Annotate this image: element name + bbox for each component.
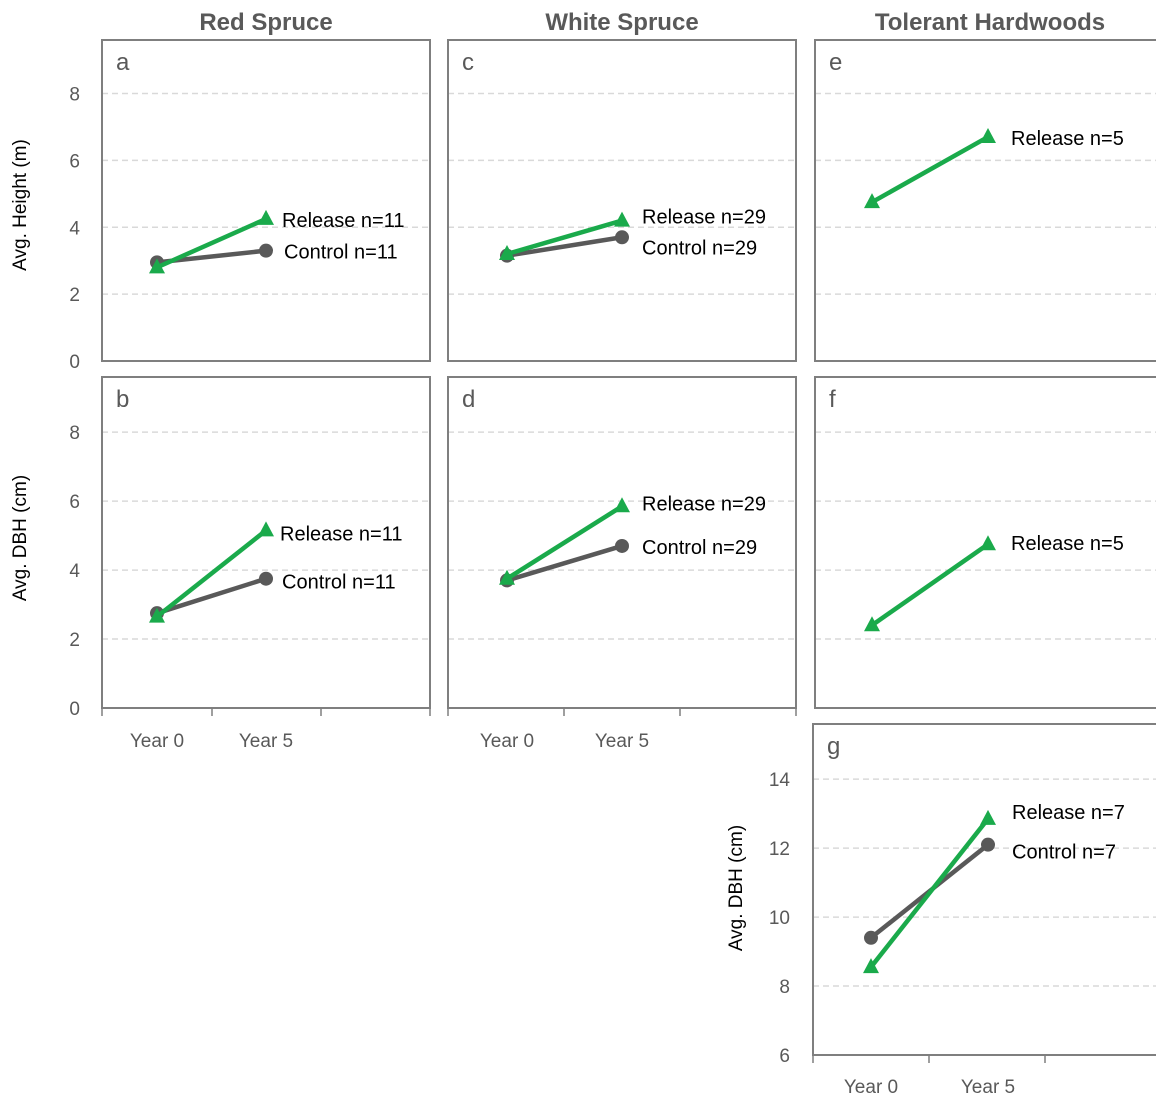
y-tick-label: 0 xyxy=(69,699,80,720)
series-label: Release n=5 xyxy=(1011,128,1124,150)
data-point-circle xyxy=(259,244,273,258)
data-point-triangle xyxy=(980,810,996,825)
x-tick-label: Year 5 xyxy=(239,731,293,752)
y-tick-label: 6 xyxy=(779,1046,790,1067)
series-line xyxy=(157,530,266,616)
series-label: Control n=29 xyxy=(642,537,757,559)
data-point-triangle xyxy=(258,521,274,536)
y-tick-label: 4 xyxy=(69,218,80,239)
y-tick-label: 6 xyxy=(69,151,80,172)
panel-letter: g xyxy=(827,733,840,760)
series-label: Release n=29 xyxy=(642,493,766,515)
series-label: Control n=11 xyxy=(284,242,398,264)
panel-letter: c xyxy=(462,49,474,76)
panel-frame xyxy=(813,724,1156,1055)
series-line xyxy=(507,546,622,580)
y-tick-label: 0 xyxy=(69,352,80,373)
panel-letter: d xyxy=(462,386,475,413)
y-tick-label: 12 xyxy=(769,839,790,860)
panels: a 0 2 4 6 8 Avg. Height (m) Control n=11 Release… xyxy=(10,40,1156,1098)
series-label: Release n=11 xyxy=(280,523,403,545)
x-tick-label: Year 5 xyxy=(961,1077,1015,1098)
y-axis-label: Avg. DBH (cm) xyxy=(10,475,31,601)
y-axis-label: Avg. DBH (cm) xyxy=(726,825,747,951)
series-line xyxy=(157,579,266,613)
y-tick-label: 8 xyxy=(69,423,80,444)
x-tick-label: Year 0 xyxy=(844,1077,898,1098)
series-line xyxy=(507,506,622,578)
panel-c: c Control n=29 Release n=29 xyxy=(448,40,796,361)
column-title-red-spruce: Red Spruce xyxy=(199,9,332,36)
panel-letter: b xyxy=(116,386,129,413)
column-titles: Red Spruce White Spruce Tolerant Hardwoo… xyxy=(199,9,1105,36)
series-label: Control n=11 xyxy=(282,572,396,594)
data-point-circle xyxy=(615,539,629,553)
series-line xyxy=(871,819,988,967)
panel-frame xyxy=(102,40,430,361)
panel-g: g 6 8 10 12 14 Avg. DBH (cm) Year 0 Year 5 Contro… xyxy=(726,724,1156,1098)
column-title-white-spruce: White Spruce xyxy=(545,9,698,36)
y-tick-label: 2 xyxy=(69,285,80,306)
data-point-circle xyxy=(864,931,878,945)
panel-f: f Release n=5 xyxy=(815,377,1156,708)
panel-letter: a xyxy=(116,49,130,76)
panel-d: d Year 0 Year 5 Control n=29 Release n=29 xyxy=(448,377,796,752)
series-line xyxy=(507,221,622,254)
data-point-circle xyxy=(615,230,629,244)
y-tick-label: 10 xyxy=(769,908,790,929)
series-line xyxy=(507,237,622,255)
data-point-circle xyxy=(259,572,273,586)
series-label: Release n=29 xyxy=(642,207,766,229)
data-point-circle xyxy=(981,838,995,852)
data-point-triangle xyxy=(980,128,996,143)
data-point-triangle xyxy=(614,212,630,227)
series-line xyxy=(157,219,266,267)
panel-frame xyxy=(815,40,1156,361)
y-tick-label: 6 xyxy=(69,492,80,513)
y-axis-label: Avg. Height (m) xyxy=(10,139,31,271)
series-release: Release n=5 xyxy=(864,533,1124,631)
data-point-triangle xyxy=(614,497,630,512)
data-point-triangle xyxy=(258,210,274,225)
series-release: Release n=7 xyxy=(863,802,1125,973)
y-tick-label: 2 xyxy=(69,630,80,651)
series-control: Control n=29 xyxy=(500,537,757,587)
panel-letter: e xyxy=(829,49,842,76)
y-tick-label: 8 xyxy=(69,85,80,106)
series-line xyxy=(872,544,988,625)
series-label: Control n=7 xyxy=(1012,842,1116,864)
panel-a: a 0 2 4 6 8 Avg. Height (m) Control n=11 Release… xyxy=(10,40,430,373)
series-line xyxy=(872,137,988,202)
x-tick-label: Year 5 xyxy=(595,731,649,752)
y-tick-label: 8 xyxy=(779,977,790,998)
panel-b: b 0 2 4 6 8 Avg. DBH (cm) Year 0 Year 5 Control n… xyxy=(10,377,430,752)
series-label: Release n=7 xyxy=(1012,802,1125,824)
y-tick-label: 4 xyxy=(69,561,80,582)
series-label: Release n=5 xyxy=(1011,533,1124,555)
series-release: Release n=5 xyxy=(864,128,1124,208)
series-label: Control n=29 xyxy=(642,237,757,259)
x-tick-label: Year 0 xyxy=(480,731,534,752)
column-title-tolerant-hardwoods: Tolerant Hardwoods xyxy=(875,9,1105,36)
panel-letter: f xyxy=(829,386,836,413)
series-label: Release n=11 xyxy=(282,210,405,232)
panel-frame xyxy=(448,40,796,361)
data-point-triangle xyxy=(980,535,996,550)
x-tick-label: Year 0 xyxy=(130,731,184,752)
panel-e: e Release n=5 xyxy=(815,40,1156,361)
series-control: Control n=11 xyxy=(150,572,396,620)
y-tick-label: 14 xyxy=(769,770,791,791)
